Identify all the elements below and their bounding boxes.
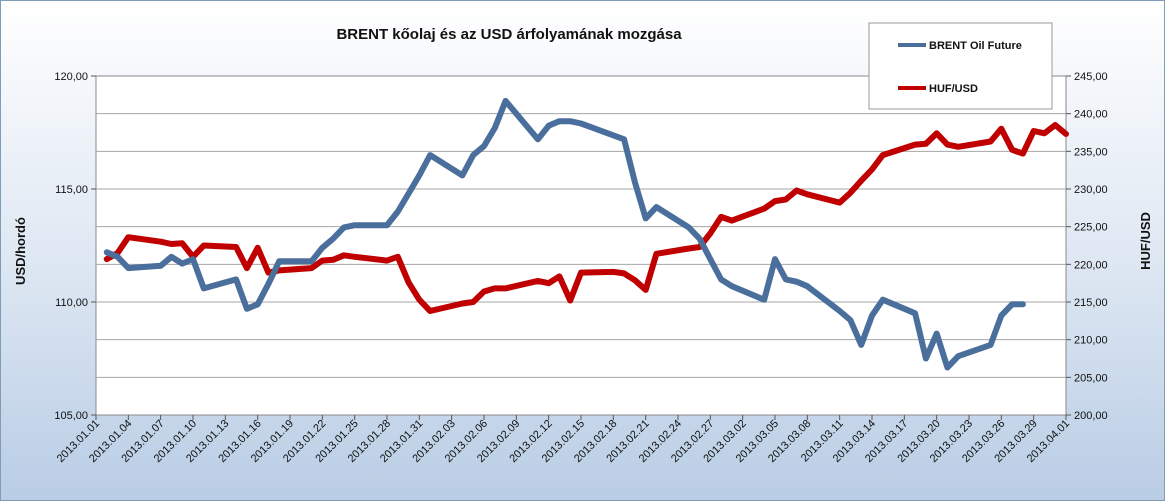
chart-title: BRENT kőolaj és az USD árfolyamának mozg…	[336, 26, 682, 43]
y-axis-right-title: HUF/USD	[1138, 212, 1153, 270]
right-tick-label: 235,00	[1074, 146, 1108, 158]
right-axis-ticks: 200,00 205,00 210,00 215,00 220,00 225,00 230,…	[1066, 71, 1108, 422]
legend-label-hufusd: HUF/USD	[929, 83, 978, 95]
x-axis-ticks: 2013.01.012013.01.042013.01.072013.01.10…	[55, 415, 1072, 465]
y-axis-left-title: USD/hordó	[13, 217, 28, 285]
plot-area	[95, 75, 1067, 416]
left-tick-label: 105,00	[54, 410, 88, 422]
right-tick-label: 200,00	[1074, 410, 1108, 422]
right-tick-label: 215,00	[1074, 297, 1108, 309]
right-tick-label: 205,00	[1074, 372, 1108, 384]
right-tick-label: 240,00	[1074, 109, 1108, 121]
left-tick-label: 115,00	[55, 184, 88, 196]
series-lines	[103, 97, 1069, 371]
right-tick-label: 230,00	[1074, 184, 1108, 196]
left-tick-label: 110,00	[55, 297, 88, 309]
left-tick-label: 120,00	[54, 71, 88, 83]
right-tick-label: 225,00	[1074, 222, 1108, 234]
legend: BRENT Oil Future HUF/USD	[868, 22, 1053, 110]
right-tick-label: 220,00	[1074, 259, 1108, 271]
hufusd-series-line	[103, 122, 1069, 314]
legend-label-brent: BRENT Oil Future	[929, 40, 1022, 52]
right-tick-label: 245,00	[1074, 71, 1108, 83]
brent-series-line	[103, 97, 1026, 371]
right-tick-label: 210,00	[1074, 335, 1108, 347]
legend-box	[868, 22, 1053, 110]
left-axis-ticks: 105,00 110,00 115,00 120,00	[54, 71, 96, 422]
